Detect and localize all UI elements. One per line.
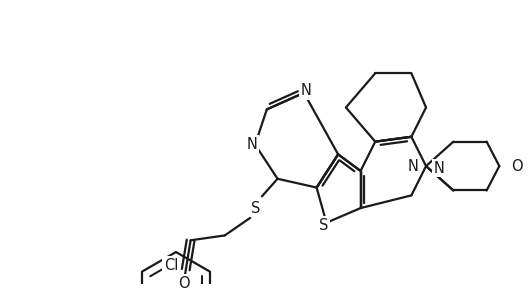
Text: S: S [251, 200, 261, 216]
Text: N: N [434, 161, 445, 175]
Text: N: N [301, 83, 311, 98]
Text: N: N [408, 159, 418, 173]
Text: Cl: Cl [164, 258, 178, 273]
Text: O: O [178, 276, 190, 291]
Text: S: S [319, 218, 328, 233]
Text: O: O [511, 159, 523, 173]
Text: N: N [247, 137, 258, 152]
